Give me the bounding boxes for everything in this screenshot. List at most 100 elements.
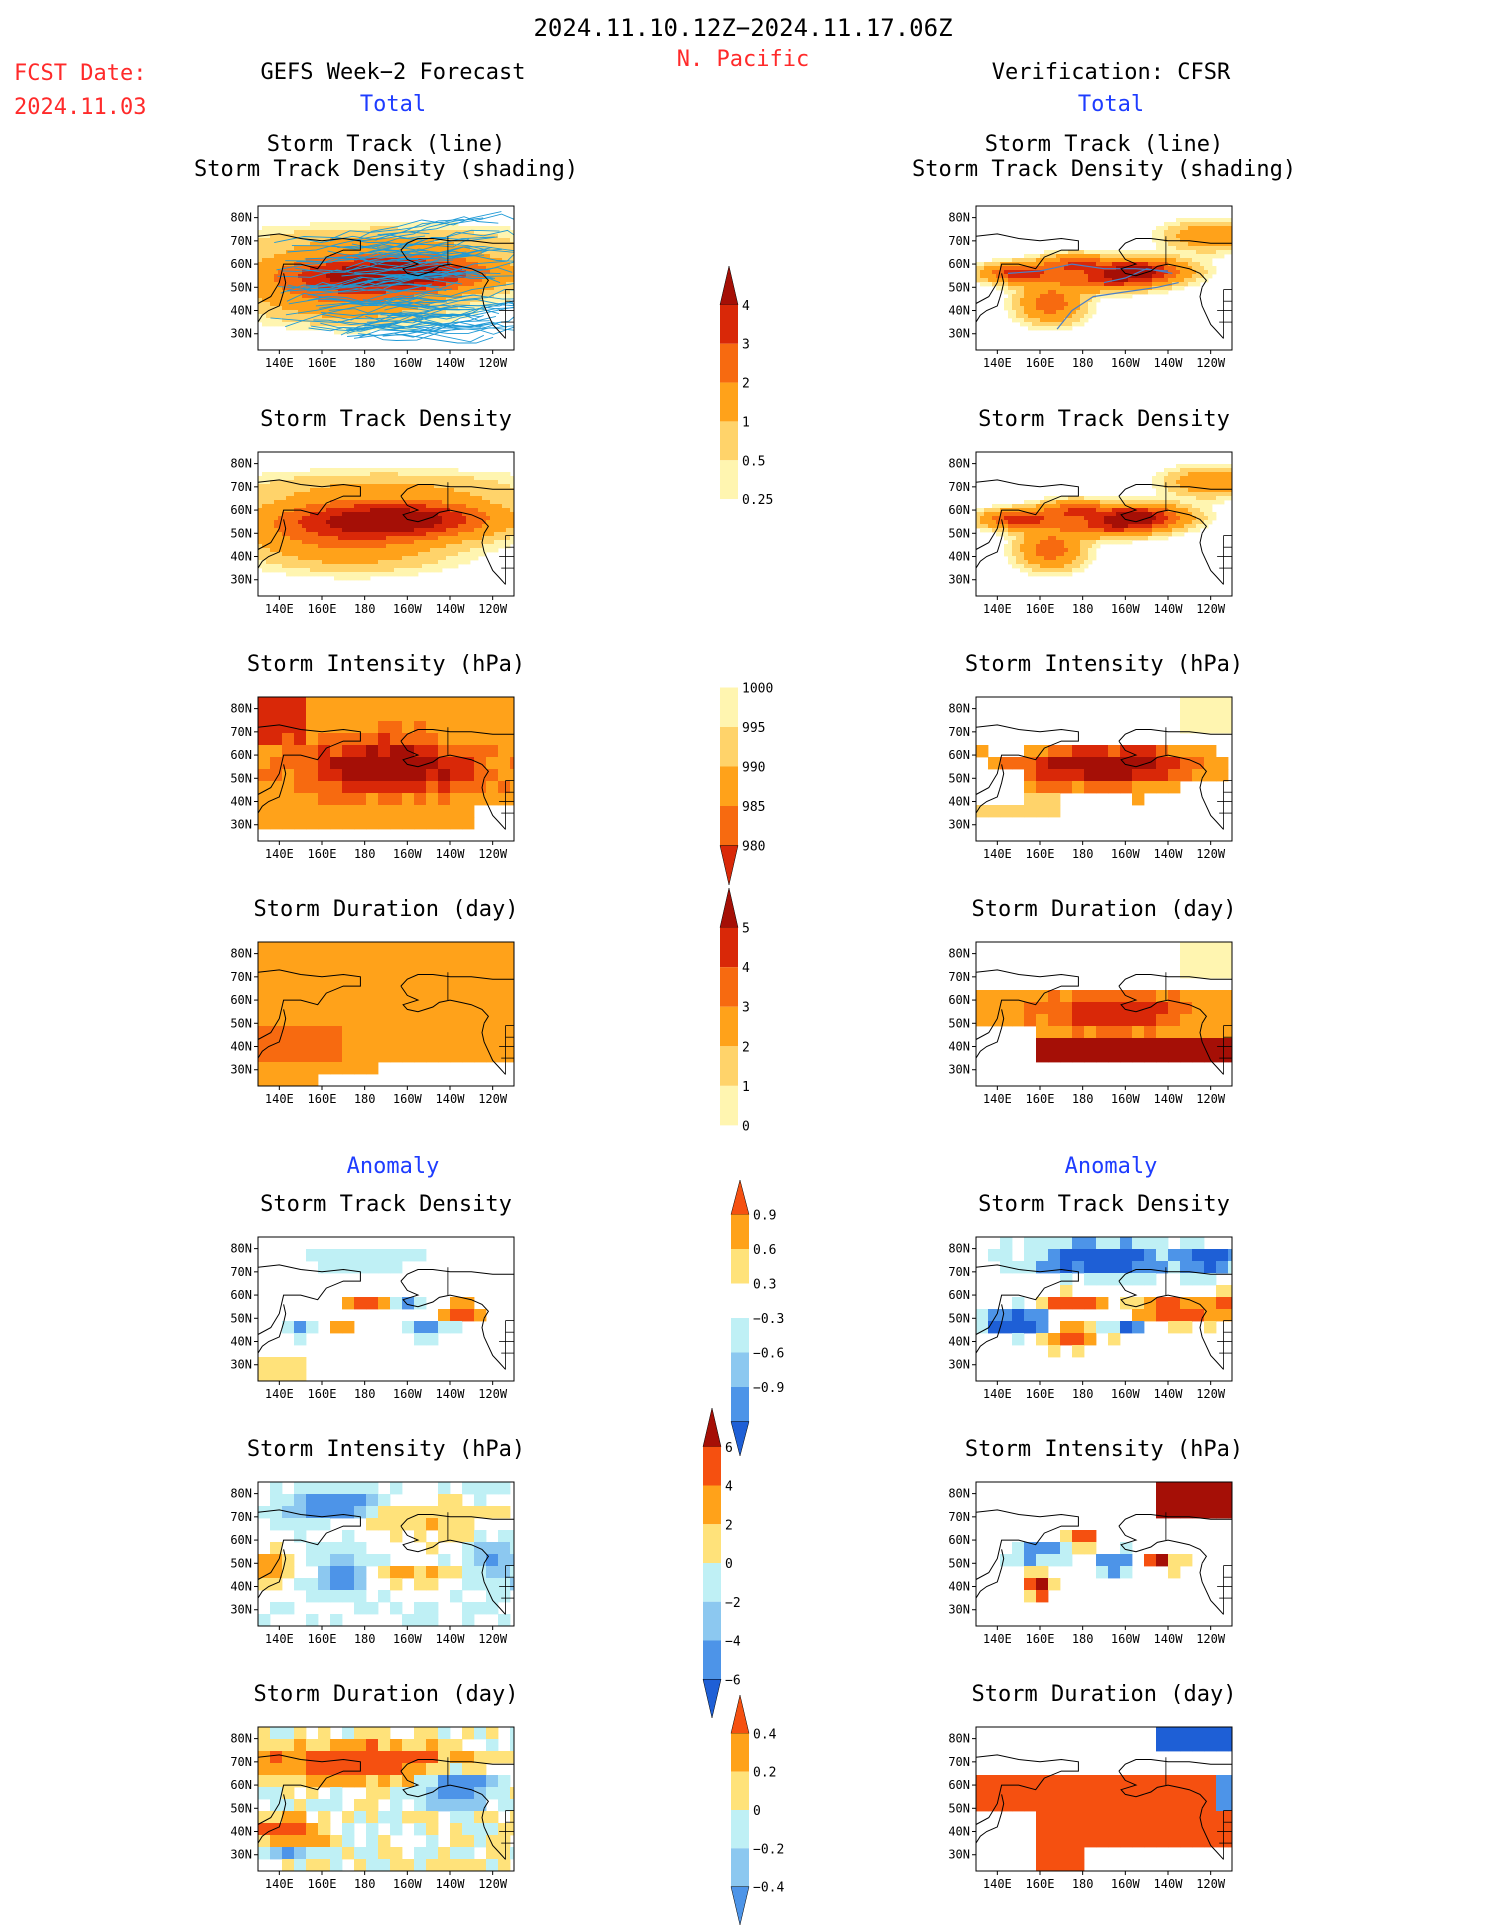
density-cell xyxy=(402,262,407,267)
density-cell xyxy=(366,294,371,299)
density-cell xyxy=(1112,496,1117,501)
density-cell xyxy=(382,500,387,505)
density-cell xyxy=(1060,536,1065,541)
density-cell xyxy=(1196,282,1201,287)
density-cell xyxy=(398,572,403,577)
density-cell xyxy=(338,560,343,565)
density-cell xyxy=(322,250,327,255)
density-cell xyxy=(410,468,415,473)
density-cell xyxy=(310,476,315,481)
density-cell xyxy=(338,238,343,243)
density-cell xyxy=(1200,254,1205,259)
density-cell xyxy=(338,306,343,311)
density-cell xyxy=(1008,298,1013,303)
density-cell xyxy=(318,226,323,231)
density-cell xyxy=(302,278,307,283)
density-cell xyxy=(1208,218,1213,223)
density-cell xyxy=(1080,496,1085,501)
density-cell xyxy=(482,238,487,243)
density-cell xyxy=(1064,282,1069,287)
density-cell xyxy=(996,516,1001,521)
density-cell xyxy=(406,492,411,497)
density-cell xyxy=(1120,250,1125,255)
density-cell xyxy=(1204,274,1209,279)
density-cell xyxy=(1032,516,1037,521)
density-cell xyxy=(262,290,267,295)
density-cell xyxy=(442,278,447,283)
density-cell xyxy=(1056,544,1061,549)
density-cell xyxy=(302,528,307,533)
density-cell xyxy=(1044,540,1049,545)
density-cell xyxy=(478,504,483,509)
density-cell xyxy=(346,238,351,243)
density-cell xyxy=(1112,516,1117,521)
density-cell xyxy=(330,480,335,485)
density-cell xyxy=(338,552,343,557)
density-cell xyxy=(1008,258,1013,263)
density-cell xyxy=(382,310,387,315)
density-cell xyxy=(1092,278,1097,283)
density-cell xyxy=(270,548,275,553)
density-cell xyxy=(290,560,295,565)
density-cell xyxy=(490,520,495,525)
density-cell xyxy=(1028,298,1033,303)
density-cell xyxy=(1064,540,1069,545)
density-cell xyxy=(286,472,291,477)
density-cell xyxy=(322,528,327,533)
density-cell xyxy=(366,330,371,335)
density-cell xyxy=(1032,548,1037,553)
density-cell xyxy=(374,314,379,319)
density-cell xyxy=(1052,270,1057,275)
density-cell xyxy=(298,544,303,549)
density-cell xyxy=(1060,504,1065,509)
density-cell xyxy=(374,258,379,263)
density-cell xyxy=(1104,274,1109,279)
density-cell xyxy=(398,262,403,267)
density-cell xyxy=(434,544,439,549)
density-cell xyxy=(450,552,455,557)
density-cell xyxy=(362,504,367,509)
density-cell xyxy=(402,568,407,573)
density-cell xyxy=(306,254,311,259)
density-cell xyxy=(274,536,279,541)
density-cell xyxy=(1084,532,1089,537)
density-cell xyxy=(442,556,447,561)
density-cell xyxy=(446,548,451,553)
density-cell xyxy=(1044,310,1049,315)
density-cell xyxy=(1144,496,1149,501)
density-cell xyxy=(1172,222,1177,227)
density-cell xyxy=(342,476,347,481)
density-cell xyxy=(298,552,303,557)
density-cell xyxy=(394,472,399,477)
density-cell xyxy=(1012,274,1017,279)
density-cell xyxy=(382,266,387,271)
density-cell xyxy=(506,520,511,525)
density-cell xyxy=(1012,564,1017,569)
density-cell xyxy=(446,552,451,557)
density-cell xyxy=(258,556,263,561)
density-cell xyxy=(1052,516,1057,521)
density-cell xyxy=(1060,266,1065,271)
density-cell xyxy=(1008,286,1013,291)
storm-track-line xyxy=(270,313,421,323)
density-cell xyxy=(478,536,483,541)
density-cell xyxy=(290,282,295,287)
density-cell xyxy=(1144,500,1149,505)
density-cell xyxy=(1012,512,1017,517)
density-cell xyxy=(350,496,355,501)
density-cell xyxy=(402,226,407,231)
density-cell xyxy=(1056,568,1061,573)
density-cell xyxy=(366,528,371,533)
density-cell xyxy=(410,500,415,505)
density-cell xyxy=(478,480,483,485)
density-cell xyxy=(1184,262,1189,267)
density-cell xyxy=(322,480,327,485)
density-cell xyxy=(418,516,423,521)
density-cell xyxy=(406,290,411,295)
density-cell xyxy=(470,540,475,545)
density-cell xyxy=(326,234,331,239)
density-cell xyxy=(298,322,303,327)
density-cell xyxy=(1052,310,1057,315)
density-cell xyxy=(1184,242,1189,247)
density-cell xyxy=(274,234,279,239)
